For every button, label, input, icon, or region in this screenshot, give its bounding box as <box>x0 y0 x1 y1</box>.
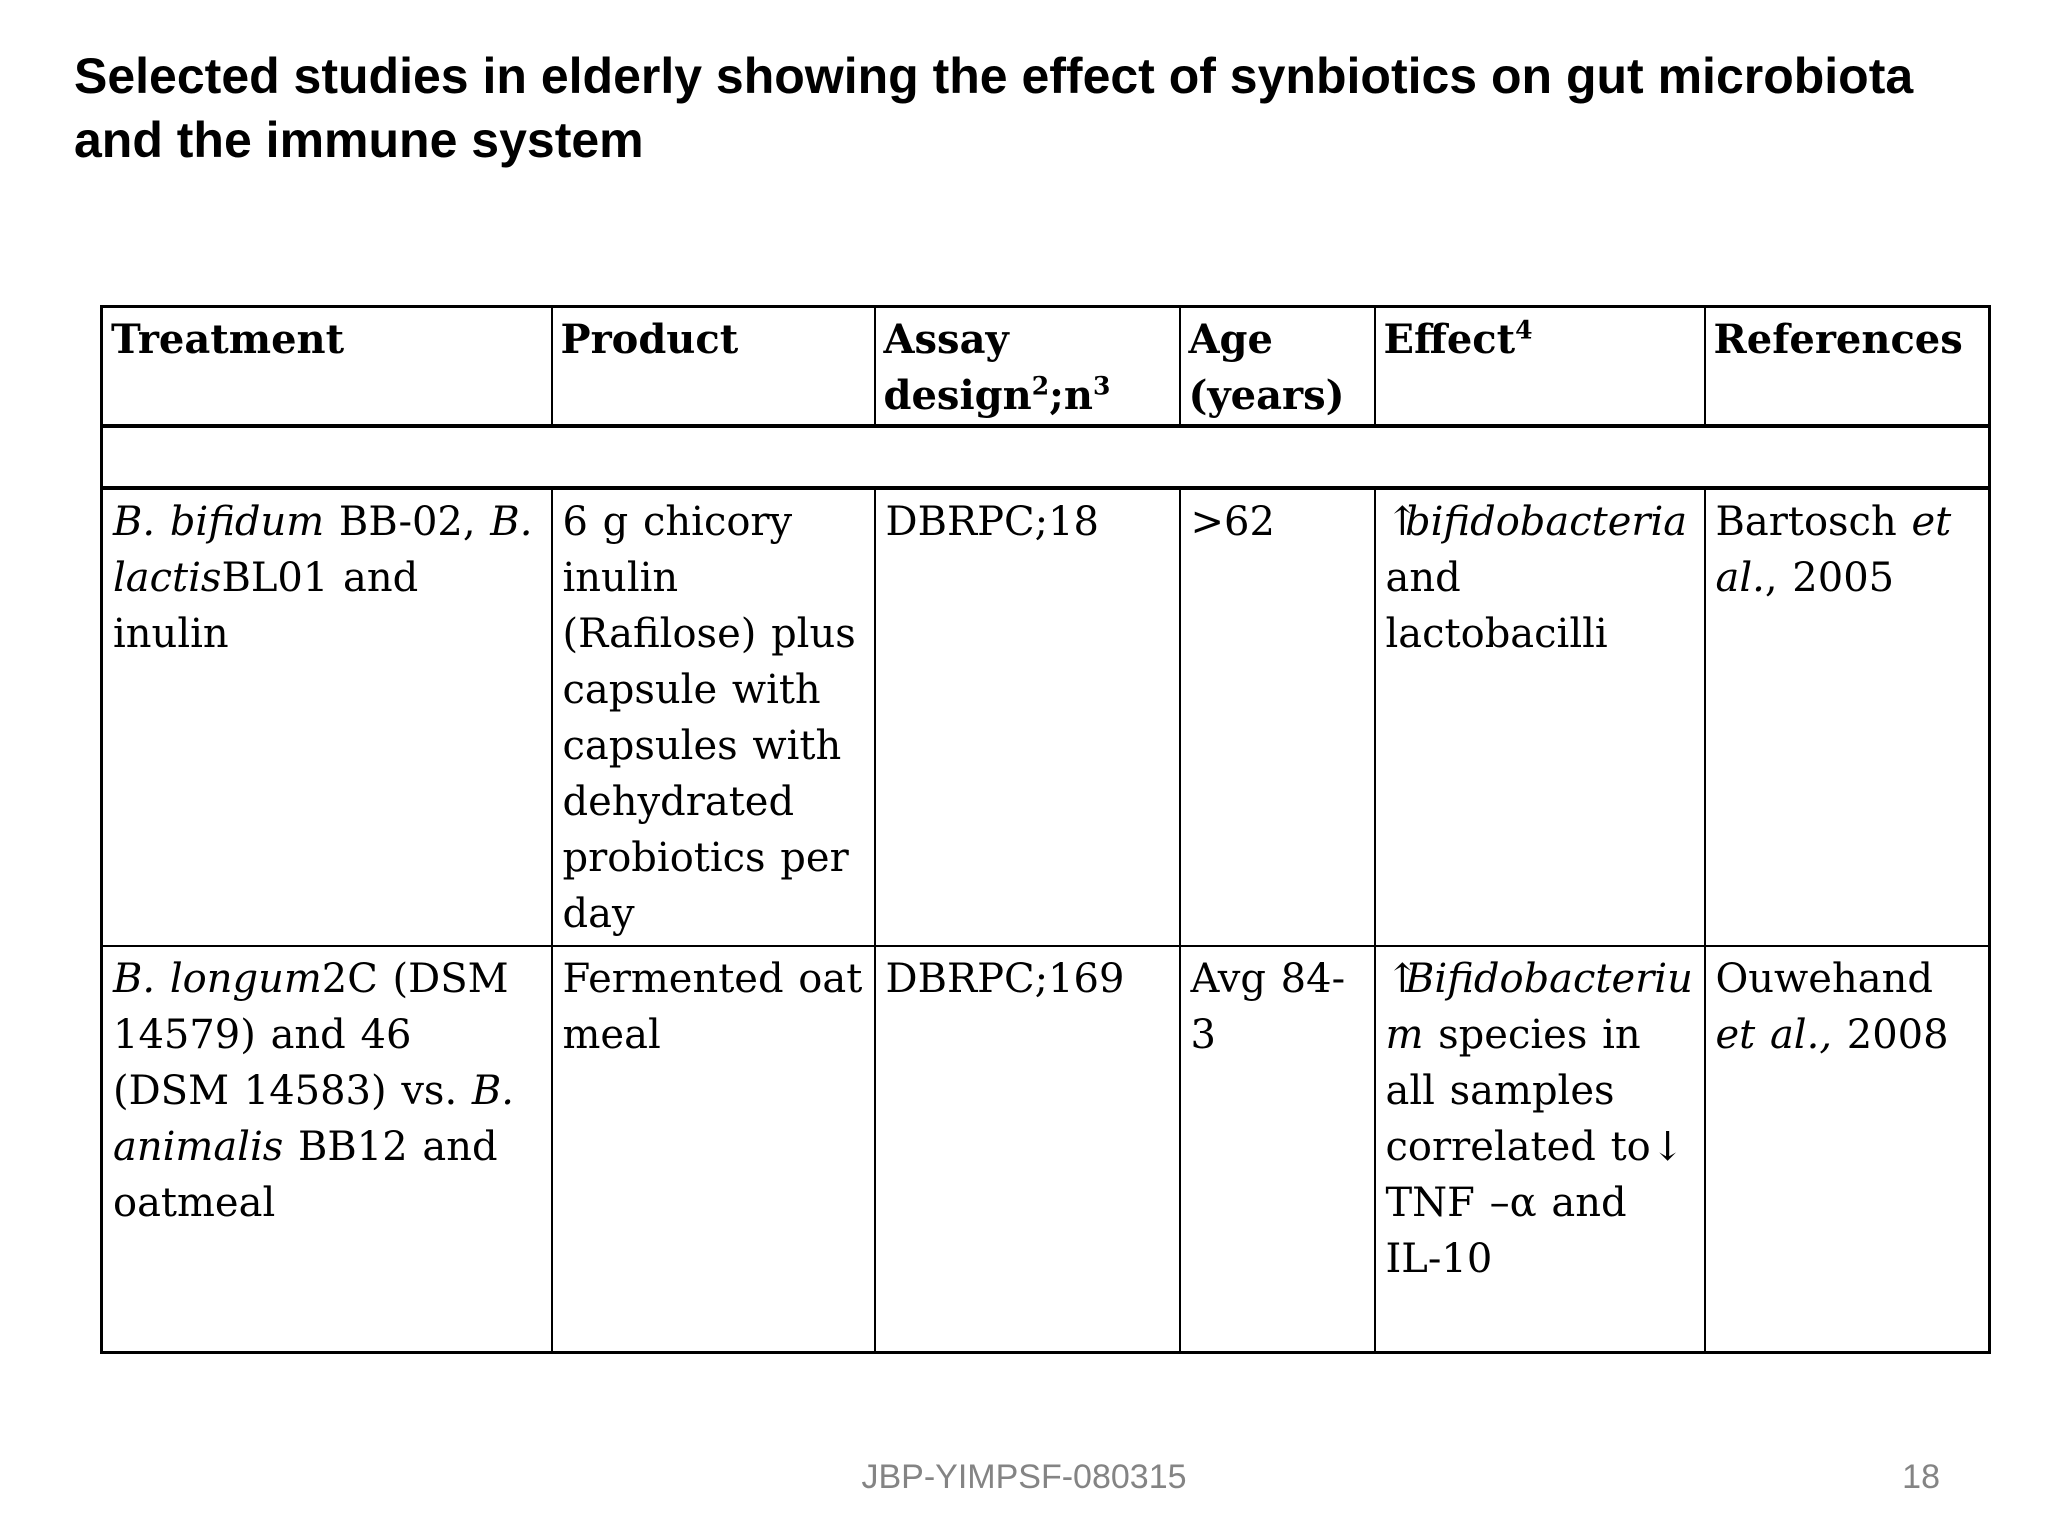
studies-table: Treatment Product Assay design2;n3 Age (… <box>100 305 1991 1354</box>
cell-references-1: Bartosch et al., 2005 <box>1703 487 1991 947</box>
table-header-row: Treatment Product Assay design2;n3 Age (… <box>100 305 1991 428</box>
cell-age-2: Avg 84-3 <box>1178 945 1376 1353</box>
footer-page-number: 18 <box>1902 1458 1940 1496</box>
cell-age-1: >62 <box>1178 487 1376 947</box>
cell-assay-design-1: DBRPC;18 <box>873 487 1181 947</box>
study-row-1: B. bifidum BB-02, B. lactisBL01 and inul… <box>100 487 1991 947</box>
cell-treatment-1: B. bifidum BB-02, B. lactisBL01 and inul… <box>100 487 553 947</box>
header-effect: Effect4 <box>1373 305 1706 428</box>
header-treatment: Treatment <box>100 305 553 428</box>
cell-references-2: Ouwehand et al., 2008 <box>1703 945 1991 1353</box>
spacer-row <box>101 425 1990 490</box>
slide-title: Selected studies in elderly showing the … <box>74 48 1914 168</box>
footer-doc-id: JBP-YIMPSF-080315 <box>861 1458 1187 1496</box>
header-references: References <box>1703 305 1991 428</box>
cell-treatment-2: B. longum2C (DSM 14579) and 46 (DSM 1458… <box>100 945 553 1353</box>
spacer-cell <box>101 425 1990 490</box>
header-assay-design: Assay design2;n3 <box>873 305 1181 428</box>
study-row-2: B. longum2C (DSM 14579) and 46 (DSM 1458… <box>100 945 1991 1353</box>
header-age: Age (years) <box>1178 305 1376 428</box>
cell-effect-2: ↑Bifidobacterium species in all samples … <box>1373 945 1706 1353</box>
cell-effect-1: ↑bifidobacteria and lactobacilli <box>1373 487 1706 947</box>
cell-product-2: Fermented oat meal <box>550 945 876 1353</box>
cell-product-1: 6 g chicory inulin (Rafilose) plus capsu… <box>550 487 876 947</box>
header-product: Product <box>550 305 876 428</box>
cell-assay-design-2: DBRPC;169 <box>873 945 1181 1353</box>
